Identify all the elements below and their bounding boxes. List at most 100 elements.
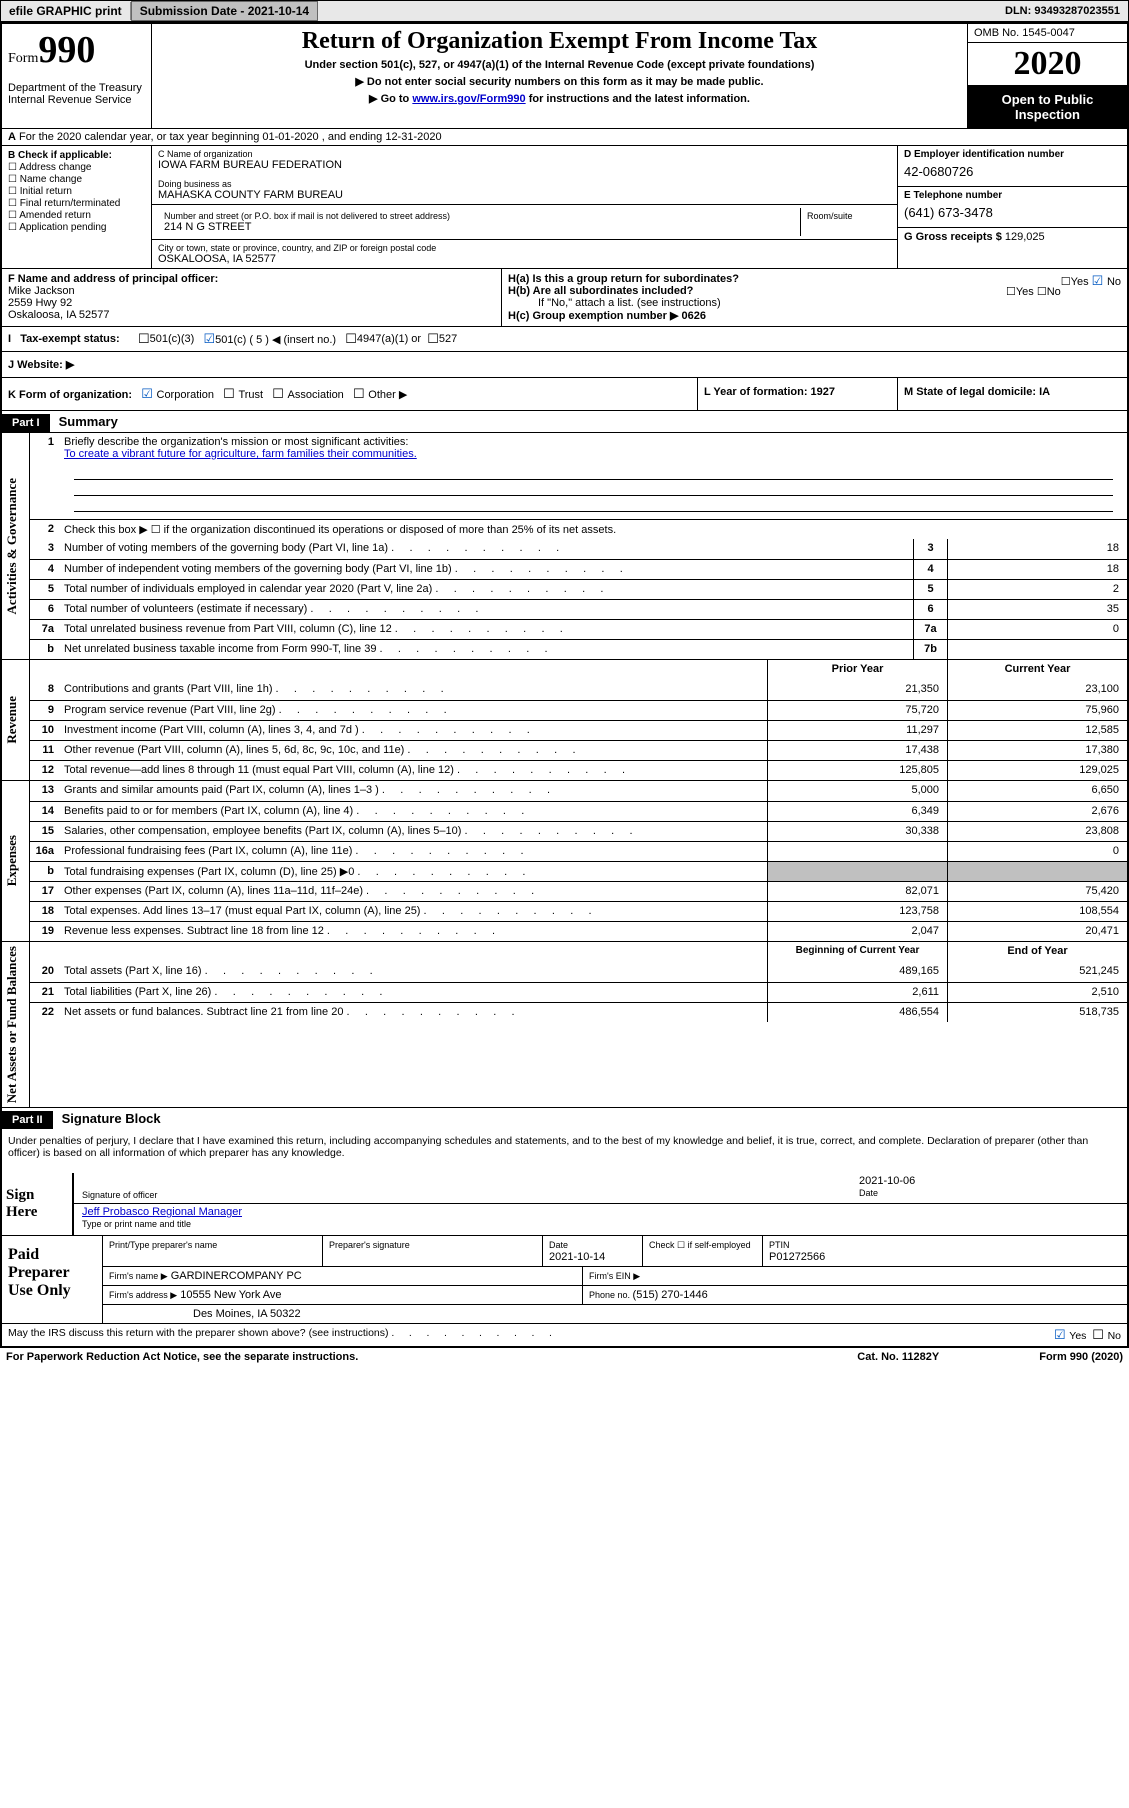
cat-no: Cat. No. 11282Y: [857, 1351, 939, 1363]
gross-row: G Gross receipts $ 129,025: [898, 228, 1127, 246]
street-address: 214 N G STREET: [158, 221, 800, 236]
chk-4947[interactable]: [345, 331, 357, 347]
chk-corp[interactable]: [141, 389, 156, 401]
pra-notice: For Paperwork Reduction Act Notice, see …: [6, 1351, 358, 1363]
governance-section: Activities & Governance 1 Briefly descri…: [2, 432, 1127, 659]
row-b: b Total fundraising expenses (Part IX, c…: [30, 861, 1127, 881]
chk-name[interactable]: Name change: [8, 174, 145, 185]
k-form-org: K Form of organization: Corporation Trus…: [2, 378, 697, 410]
m-state: M State of legal domicile: IA: [897, 378, 1127, 410]
footer: For Paperwork Reduction Act Notice, see …: [0, 1348, 1129, 1366]
sign-here-block: Sign Here Signature of officer 2021-10-0…: [2, 1173, 1127, 1235]
net-header: Beginning of Current Year End of Year: [30, 942, 1127, 962]
row-19: 19 Revenue less expenses. Subtract line …: [30, 921, 1127, 941]
addr-row: Number and street (or P.O. box if mail i…: [152, 205, 897, 240]
col-c: C Name of organization IOWA FARM BUREAU …: [152, 146, 897, 268]
col-d: D Employer identification number 42-0680…: [897, 146, 1127, 268]
dln-label: DLN: 93493287023551: [997, 3, 1128, 19]
form-subtitle: Under section 501(c), 527, or 4947(a)(1)…: [160, 59, 959, 71]
form-title: Return of Organization Exempt From Incom…: [160, 28, 959, 55]
omb-number: OMB No. 1545-0047: [968, 24, 1127, 43]
chk-527[interactable]: [427, 331, 439, 347]
part2-header: Part II Signature Block: [2, 1107, 1127, 1129]
k-line: K Form of organization: Corporation Trus…: [2, 377, 1127, 410]
chk-final[interactable]: Final return/terminated: [8, 198, 145, 209]
line-a: A For the 2020 calendar year, or tax yea…: [2, 128, 1127, 145]
ha-yesno[interactable]: ☐Yes No: [1061, 273, 1121, 289]
org-name: IOWA FARM BUREAU FEDERATION: [158, 159, 891, 171]
ptin: P01272566: [769, 1251, 825, 1263]
row-22: 22 Net assets or fund balances. Subtract…: [30, 1002, 1127, 1022]
efile-label: efile GRAPHIC print: [1, 2, 131, 20]
row-16a: 16a Professional fundraising fees (Part …: [30, 841, 1127, 861]
h-block: H(a) Is this a group return for subordin…: [502, 269, 1127, 326]
net-label: Net Assets or Fund Balances: [2, 942, 22, 1107]
gov-row-b: b Net unrelated business taxable income …: [30, 639, 1127, 659]
open-public: Open to PublicInspection: [968, 86, 1127, 128]
row-9: 9 Program service revenue (Part VIII, li…: [30, 700, 1127, 720]
expenses-section: Expenses 13 Grants and similar amounts p…: [2, 780, 1127, 941]
ssn-note: Do not enter social security numbers on …: [160, 75, 959, 88]
exp-label: Expenses: [2, 831, 22, 890]
paid-preparer-block: Paid Preparer Use Only Print/Type prepar…: [2, 1235, 1127, 1323]
officer-addr2: Oskaloosa, IA 52577: [8, 309, 110, 321]
gov-row-5: 5 Total number of individuals employed i…: [30, 579, 1127, 599]
discuss-yesno[interactable]: Yes No: [1054, 1327, 1121, 1343]
gov-row-7a: 7a Total unrelated business revenue from…: [30, 619, 1127, 639]
rev-header: Prior Year Current Year: [30, 660, 1127, 680]
block-bcd: B Check if applicable: Address change Na…: [2, 145, 1127, 268]
revenue-section: Revenue Prior Year Current Year 8 Contri…: [2, 659, 1127, 780]
gov-row-3: 3 Number of voting members of the govern…: [30, 539, 1127, 559]
firm-addr2: Des Moines, IA 50322: [102, 1305, 1127, 1323]
q1-mission: Briefly describe the organization's miss…: [60, 433, 1127, 519]
header-right: OMB No. 1545-0047 2020 Open to PublicIns…: [967, 24, 1127, 128]
gross-receipts: 129,025: [1005, 231, 1045, 243]
form-container: Form990 Department of the Treasury Inter…: [0, 22, 1129, 1348]
chk-address[interactable]: Address change: [8, 162, 145, 173]
firm-addr1: 10555 New York Ave: [180, 1289, 281, 1301]
self-employed-chk[interactable]: Check ☐ if self-employed: [649, 1240, 751, 1250]
gov-row-6: 6 Total number of volunteers (estimate i…: [30, 599, 1127, 619]
chk-initial[interactable]: Initial return: [8, 186, 145, 197]
form-ref: Form 990 (2020): [1039, 1351, 1123, 1363]
gov-label: Activities & Governance: [2, 474, 22, 618]
hb-yesno[interactable]: ☐Yes ☐No: [1006, 285, 1061, 298]
irs-link[interactable]: www.irs.gov/Form990: [412, 93, 525, 105]
city-row: City or town, state or province, country…: [152, 240, 897, 268]
dba-name: MAHASKA COUNTY FARM BUREAU: [158, 189, 891, 201]
col-b: B Check if applicable: Address change Na…: [2, 146, 152, 268]
rev-label: Revenue: [2, 692, 22, 748]
chk-501c3[interactable]: [138, 331, 150, 347]
row-14: 14 Benefits paid to or for members (Part…: [30, 801, 1127, 821]
j-line: J Website: ▶: [2, 351, 1127, 377]
ein-row: D Employer identification number 42-0680…: [898, 146, 1127, 187]
prep-date: 2021-10-14: [549, 1251, 605, 1263]
form-number: Form990: [8, 28, 145, 72]
b-header: B Check if applicable:: [8, 150, 145, 161]
header-left: Form990 Department of the Treasury Inter…: [2, 24, 152, 128]
row-18: 18 Total expenses. Add lines 13–17 (must…: [30, 901, 1127, 921]
chk-other[interactable]: [353, 389, 368, 401]
netassets-section: Net Assets or Fund Balances Beginning of…: [2, 941, 1127, 1107]
row-21: 21 Total liabilities (Part X, line 26) 2…: [30, 982, 1127, 1002]
submission-date-btn[interactable]: Submission Date - 2021-10-14: [131, 1, 318, 21]
dept-treasury: Department of the Treasury: [8, 82, 145, 94]
i-line: I Tax-exempt status: 501(c)(3) 501(c) ( …: [2, 326, 1127, 351]
dept-irs: Internal Revenue Service: [8, 94, 145, 106]
header-row: Form990 Department of the Treasury Inter…: [2, 24, 1127, 128]
chk-trust[interactable]: [223, 389, 238, 401]
fgh-row: F Name and address of principal officer:…: [2, 268, 1127, 326]
ein-value: 42-0680726: [904, 160, 1121, 183]
part1-header: Part I Summary: [2, 410, 1127, 432]
gov-row-4: 4 Number of independent voting members o…: [30, 559, 1127, 579]
row-12: 12 Total revenue—add lines 8 through 11 …: [30, 760, 1127, 780]
room-suite: Room/suite: [801, 208, 891, 236]
firm-phone: (515) 270-1446: [633, 1289, 708, 1301]
chk-amended[interactable]: Amended return: [8, 210, 145, 221]
row-15: 15 Salaries, other compensation, employe…: [30, 821, 1127, 841]
chk-501c[interactable]: [203, 331, 215, 347]
l-year: L Year of formation: 1927: [697, 378, 897, 410]
tel-row: E Telephone number (641) 673-3478: [898, 187, 1127, 228]
chk-assoc[interactable]: [272, 389, 287, 401]
chk-pending[interactable]: Application pending: [8, 222, 145, 233]
